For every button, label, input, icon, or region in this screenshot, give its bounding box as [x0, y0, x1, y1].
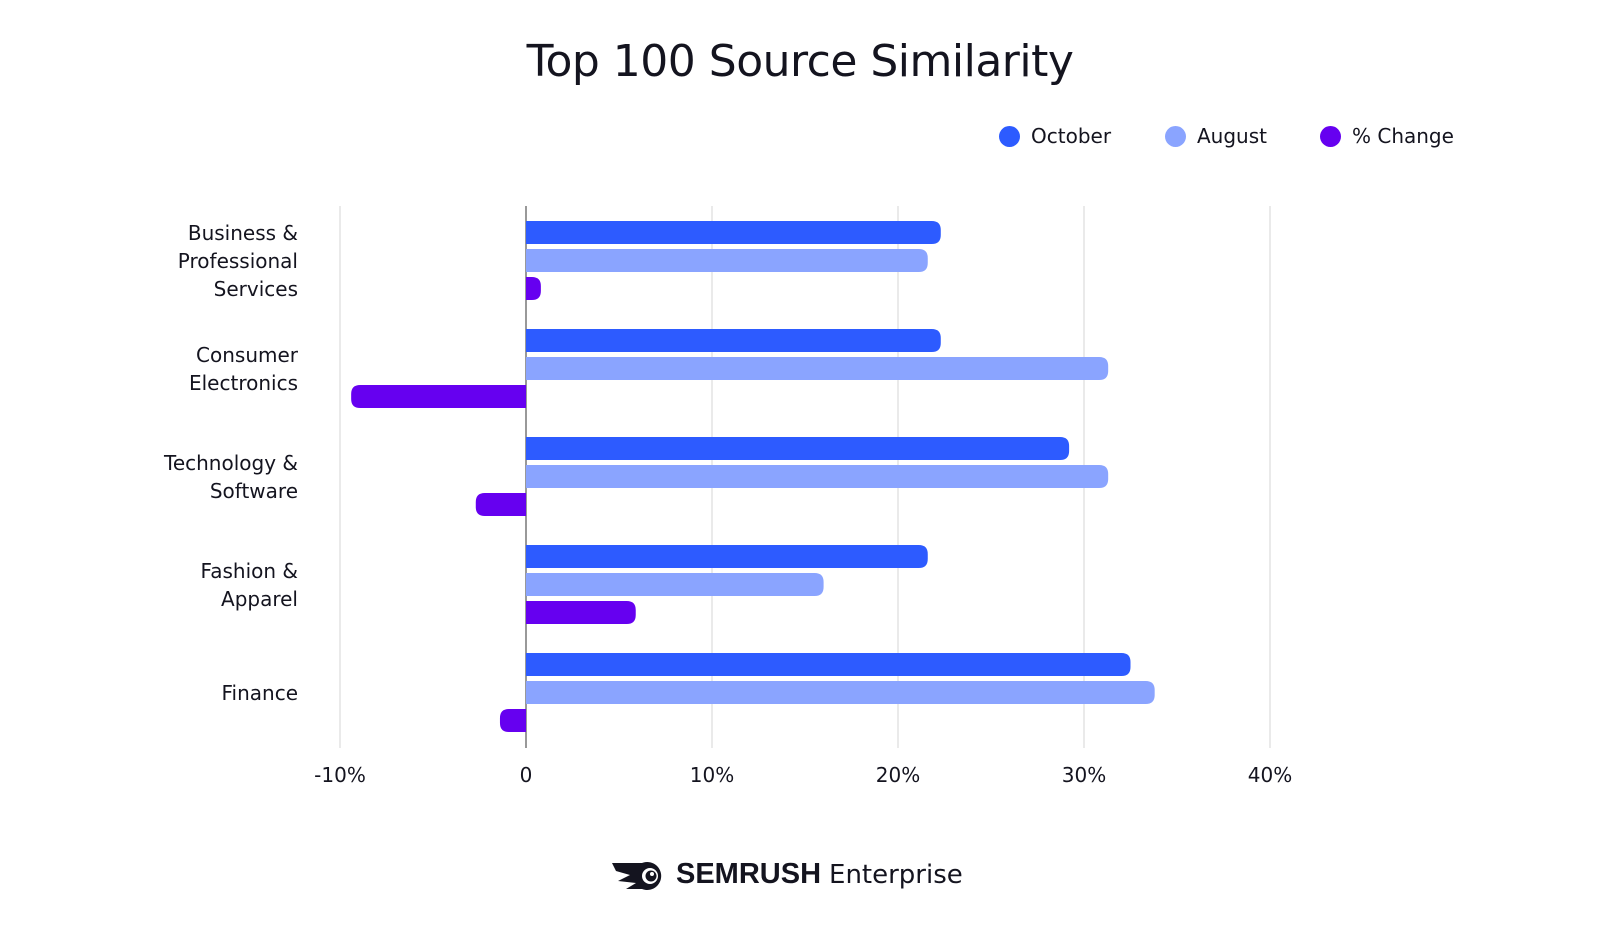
x-tick-label: 30% [1062, 763, 1106, 787]
semrush-logo: SEMRUSH Enterprise [612, 858, 963, 891]
bar-change [499, 709, 526, 732]
bar-change [526, 601, 636, 624]
legend-swatch-october [999, 125, 1020, 147]
bar-august [526, 681, 1155, 704]
bar-october [526, 329, 941, 352]
legend-label: October [1031, 124, 1112, 148]
x-tick-label: -10% [314, 763, 366, 787]
category-label: Business & Professional Services [177, 220, 298, 301]
legend-swatch-change [1320, 125, 1341, 147]
logo-brand: SEMRUSH [676, 858, 822, 890]
legend-swatch-august [1165, 125, 1186, 147]
category-label: Technology & Software [164, 450, 298, 503]
x-tick-label: 20% [876, 763, 920, 787]
x-tick-label: 10% [690, 763, 734, 787]
bar-august [526, 573, 824, 596]
legend-item-change: % Change [1320, 124, 1454, 148]
category-label: Consumer Electronics [188, 342, 298, 395]
bar-august [526, 465, 1109, 488]
legend-item-august: August [1165, 124, 1267, 148]
bar-october [526, 653, 1131, 676]
bar-october [526, 437, 1070, 460]
bar-august [526, 249, 928, 272]
legend-item-october: October [999, 124, 1111, 148]
category-label: Fashion & Apparel [200, 558, 298, 611]
bar-change [526, 277, 541, 300]
bar-change [351, 385, 526, 408]
x-tick-label: 40% [1248, 763, 1292, 787]
bar-october [526, 221, 941, 244]
chart-title: Top 100 Source Similarity [526, 36, 1074, 87]
logo-product: Enterprise [829, 859, 963, 890]
bar-change [475, 493, 526, 516]
semrush-rocket-icon [612, 861, 662, 890]
bar-august [526, 357, 1109, 380]
category-label: Finance [221, 680, 298, 705]
legend-label: August [1197, 124, 1267, 148]
bar-october [526, 545, 928, 568]
legend-label: % Change [1352, 124, 1454, 148]
x-tick-label: 0 [520, 763, 533, 787]
